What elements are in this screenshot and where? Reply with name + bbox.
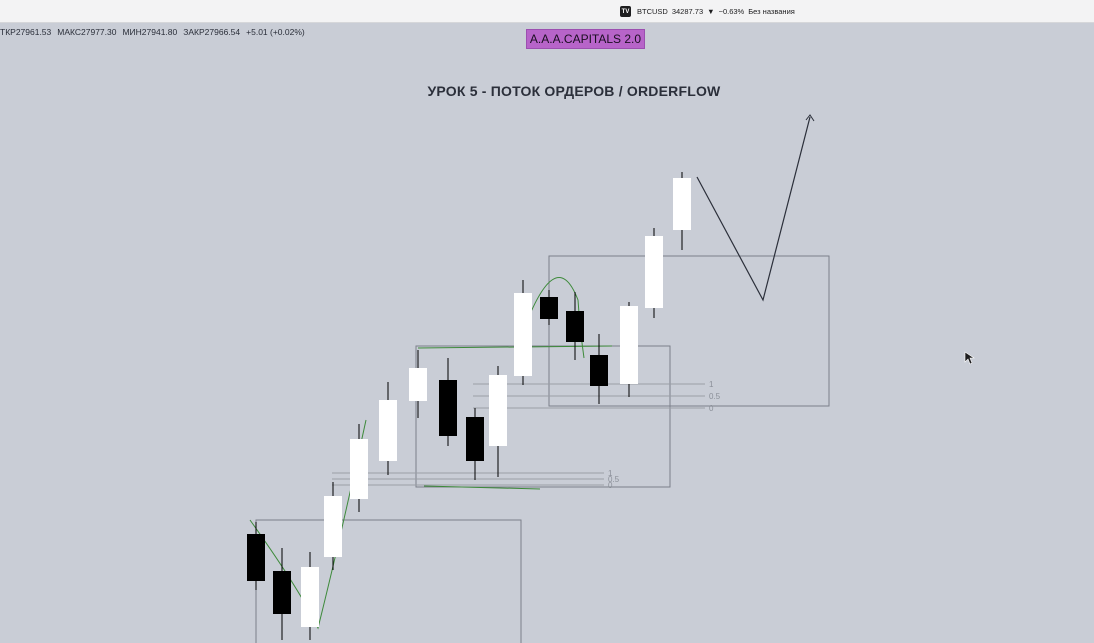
ohlc-close: ЗАКР27966.54 xyxy=(183,27,241,37)
layout-name: Без названия xyxy=(748,7,795,16)
candle[interactable] xyxy=(439,358,457,446)
candle[interactable] xyxy=(324,482,342,570)
top-bar: TV BTCUSD 34287.73 ▼ −0.63% Без названия xyxy=(0,0,1094,23)
candle[interactable] xyxy=(673,172,691,250)
lesson-title: УРОК 5 - ПОТОК ОРДЕРОВ / ORDERFLOW xyxy=(427,83,721,99)
symbol-price: 34287.73 xyxy=(671,7,704,16)
candle[interactable] xyxy=(350,424,368,512)
fib-levels-box3[interactable]: 1 0.5 0 xyxy=(473,380,721,413)
ohlc-open: ТКР27961.53 xyxy=(0,27,52,37)
projection-line[interactable] xyxy=(696,116,811,302)
ticker-readout[interactable]: TV BTCUSD 34287.73 ▼ −0.63% Без названия xyxy=(620,5,795,18)
candle[interactable] xyxy=(566,292,584,360)
orderflow-box-2[interactable] xyxy=(415,345,671,488)
symbol-name: BTCUSD xyxy=(637,7,668,16)
fib-label: 0 xyxy=(608,481,613,490)
tradingview-logo-icon: TV xyxy=(620,6,631,17)
orderflow-box-3[interactable] xyxy=(548,255,830,407)
fib-label: 1 xyxy=(709,380,714,389)
candle[interactable] xyxy=(590,334,608,404)
projection-arrow-icon xyxy=(805,114,815,122)
candle[interactable] xyxy=(645,228,663,318)
ohlc-legend: ТКР27961.53 МАКС27977.30 МИН27941.80 ЗАК… xyxy=(0,27,305,37)
candle[interactable] xyxy=(409,350,427,418)
fib-label: 0.5 xyxy=(608,475,620,484)
candle[interactable] xyxy=(540,290,558,325)
candle[interactable] xyxy=(620,302,638,397)
candle[interactable] xyxy=(379,382,397,475)
candle[interactable] xyxy=(301,552,319,640)
ohlc-change: +5.01 (+0.02%) xyxy=(246,27,305,37)
symbol-change: −0.63% xyxy=(718,7,745,16)
fib-label: 1 xyxy=(608,469,613,478)
orderflow-box-1[interactable] xyxy=(255,519,522,643)
candle[interactable] xyxy=(247,522,265,590)
brand-badge: A.A.A.CAPITALS 2.0 xyxy=(526,29,645,49)
candle[interactable] xyxy=(514,280,532,385)
fib-levels-box2[interactable]: 1 0.5 0 xyxy=(332,469,620,490)
candle[interactable] xyxy=(489,366,507,477)
fib-label: 0.5 xyxy=(709,392,721,401)
fib-label: 0 xyxy=(709,404,714,413)
change-down-icon: ▼ xyxy=(707,7,715,16)
candle[interactable] xyxy=(273,548,291,640)
mouse-cursor-icon xyxy=(964,351,975,365)
candle[interactable] xyxy=(466,408,484,480)
ohlc-low: МИН27941.80 xyxy=(122,27,178,37)
ohlc-high: МАКС27977.30 xyxy=(57,27,117,37)
candles[interactable] xyxy=(247,172,691,640)
